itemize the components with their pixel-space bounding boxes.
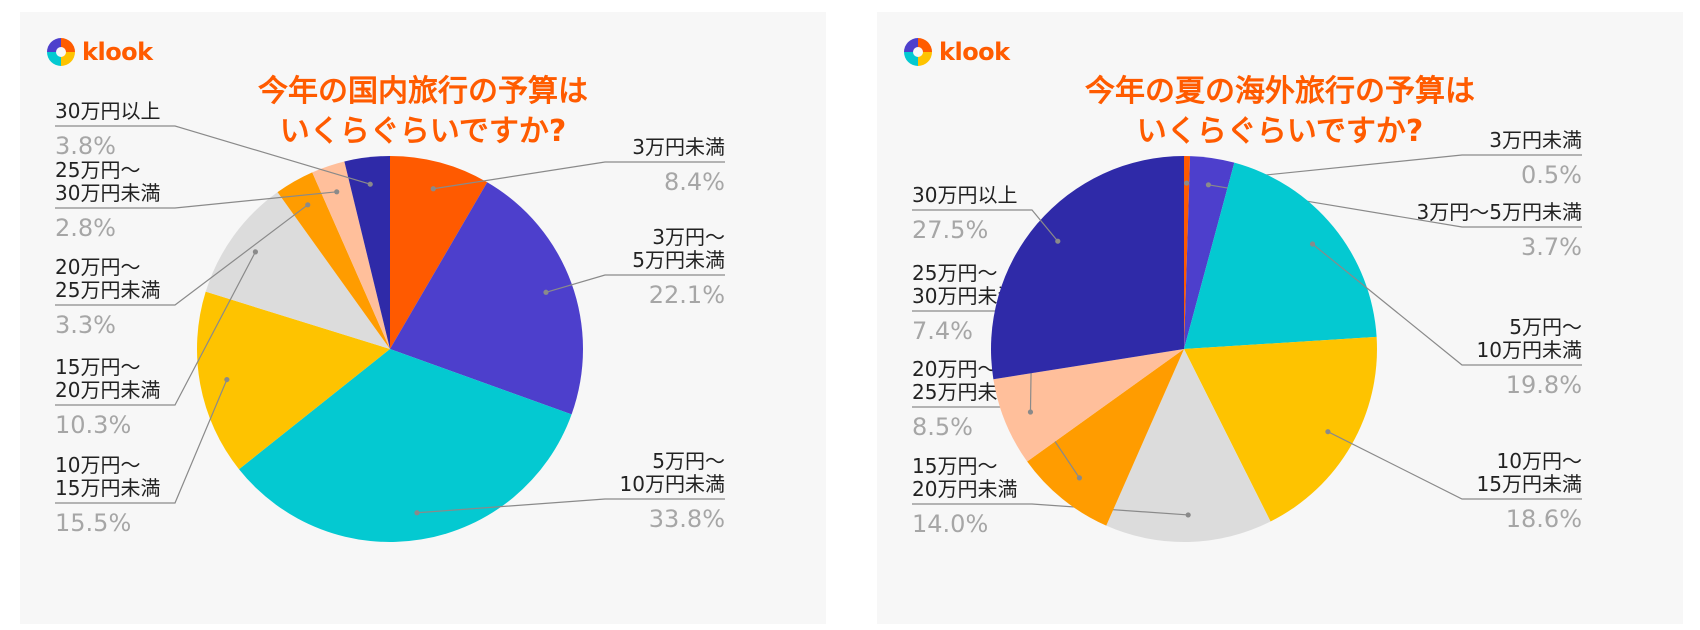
pie-chart: 3万円未満 8.4% 3万円〜 5万円未満 22.1% 5万円〜 10万円未満 33.8% 10… [55, 99, 725, 542]
slice-label: 25万円〜 30万円未満 [55, 158, 160, 205]
slice-label: 20万円〜 25万円未満 [55, 255, 160, 302]
slice-label: 15万円〜 20万円未満 [912, 454, 1017, 501]
slice-percent: 3.3% [55, 311, 116, 339]
leader-dot [543, 289, 549, 295]
leader-dot [224, 376, 230, 383]
slice-percent: 27.5% [912, 216, 988, 244]
slice-percent: 8.4% [664, 168, 725, 196]
leader-line [912, 209, 1059, 242]
klook-logo: klook [901, 32, 1010, 72]
slice-label: 3万円未満 [632, 135, 725, 159]
leader-line [1186, 154, 1582, 184]
slice-percent: 22.1% [649, 281, 725, 309]
slice-percent: 33.8% [649, 505, 725, 533]
pie-slice [277, 172, 390, 349]
chart-title-line-1: 今年の国内旅行の予算は [258, 74, 588, 109]
leader-line [1327, 431, 1582, 500]
slice-percent: 3.8% [55, 132, 116, 160]
slice-label: 10万円〜 15万円未満 [1477, 449, 1582, 496]
pie-slice [991, 156, 1184, 380]
slice-percent: 19.8% [1506, 371, 1582, 399]
overseas-budget-chart-panel: klook 今年の夏の海外旅行の予算は いくらぐらいですか? 3万円未満 0.5%… [877, 12, 1683, 624]
pie-slice [1027, 349, 1184, 526]
pie-slice [993, 349, 1184, 462]
leader-dot [1185, 512, 1191, 518]
chart-title-line-2: いくらぐらいですか? [1136, 114, 1424, 149]
leader-line [1312, 243, 1582, 366]
slice-percent: 0.5% [1521, 161, 1582, 189]
slice-label: 15万円〜 20万円未満 [55, 355, 160, 402]
slice-percent: 18.6% [1506, 505, 1582, 533]
pie-slice [1184, 156, 1191, 349]
pie-chart: 3万円未満 0.5% 3万円〜5万円未満 3.7% 5万円〜 10万円未満 19.8% 10万… [912, 128, 1582, 542]
leader-dot [414, 510, 420, 516]
leader-line [416, 498, 725, 514]
klook-pinwheel-logo-icon [904, 38, 932, 66]
slice-percent: 8.5% [912, 413, 973, 441]
slice-label: 10万円〜 15万円未満 [55, 453, 160, 500]
leader-dot [252, 249, 259, 255]
slice-label: 5万円〜 10万円未満 [620, 449, 725, 496]
pie-slice [1184, 162, 1377, 349]
leader-dot [1055, 238, 1061, 244]
leader-line [55, 191, 337, 209]
slice-percent: 15.5% [55, 509, 131, 537]
leader-dot [1184, 180, 1190, 186]
slice-label: 3万円未満 [1489, 128, 1582, 152]
leader-dot [430, 186, 436, 192]
leader-dot [334, 189, 340, 195]
pie-slice [205, 192, 390, 349]
pie-slice [312, 161, 390, 349]
klook-logo: klook [44, 32, 153, 72]
leader-dot [1205, 182, 1212, 188]
leader-dot [1027, 409, 1034, 415]
leader-dot [1076, 475, 1083, 481]
pie-slice [1184, 336, 1377, 522]
leader-dot [1325, 429, 1331, 435]
pie-slice [344, 156, 390, 349]
slice-label: 3万円〜5万円未満 [632, 225, 725, 272]
leader-line [55, 251, 256, 406]
leader-dot [1309, 241, 1316, 247]
brand-name: klook [939, 38, 1010, 66]
slice-label: 30万円以上 [55, 99, 160, 123]
chart-title-line-2: いくらぐらいですか? [279, 114, 567, 149]
pie-slice [1184, 156, 1235, 349]
brand-name: klook [82, 38, 153, 66]
slice-label: 3万円〜5万円未満 [1417, 200, 1582, 224]
slice-label: 30万円以上 [912, 183, 1017, 207]
pie-slice [1106, 349, 1271, 542]
chart-title-line-1: 今年の夏の海外旅行の予算は [1085, 74, 1475, 109]
slice-percent: 7.4% [912, 317, 973, 345]
leader-line [55, 125, 371, 185]
domestic-budget-chart-panel: klook 今年の国内旅行の予算は いくらぐらいですか? 3万円未満 8.4% 3万… [20, 12, 826, 624]
klook-pinwheel-logo-icon [47, 38, 75, 66]
pie-slice [390, 182, 583, 415]
leader-line [912, 503, 1189, 516]
chart-title: 今年の夏の海外旅行の予算は いくらぐらいですか? [877, 72, 1683, 152]
slice-label: 5万円〜 10万円未満 [1477, 315, 1582, 362]
slice-percent: 3.7% [1521, 233, 1582, 261]
slice-percent: 10.3% [55, 411, 131, 439]
slice-percent: 14.0% [912, 510, 988, 538]
pie-slice [390, 156, 488, 349]
pie-slice [238, 349, 572, 542]
leader-line [55, 204, 309, 306]
leader-line [545, 274, 725, 293]
chart-title: 今年の国内旅行の予算は いくらぐらいですか? [20, 72, 826, 152]
leader-line [433, 161, 725, 190]
leader-dot [367, 181, 373, 187]
leader-line [55, 379, 228, 504]
slice-percent: 2.8% [55, 214, 116, 242]
leader-dot [305, 202, 311, 208]
pie-slice [196, 291, 390, 470]
